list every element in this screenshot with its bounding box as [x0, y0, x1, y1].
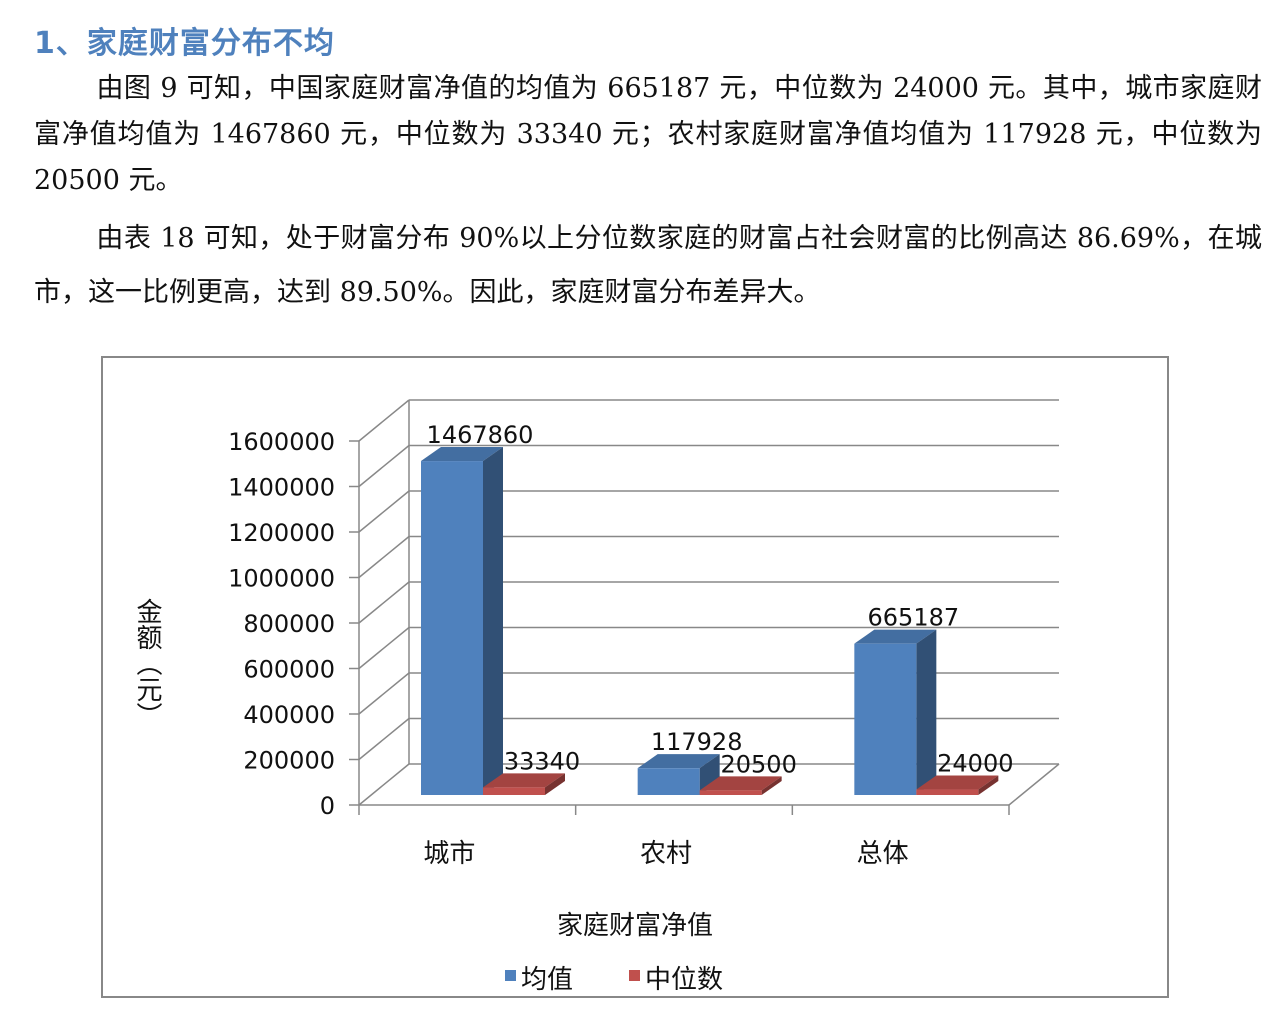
bar-top-face: [699, 776, 782, 791]
legend-label-mean: 均值: [521, 965, 573, 995]
y-tick-label: 1400000: [228, 474, 335, 502]
bar: [637, 754, 720, 795]
x-tick-label: 城市: [423, 839, 475, 869]
bar-top-face: [916, 775, 999, 790]
y-tick-label: 1200000: [228, 519, 335, 547]
bar-front-face: [483, 787, 545, 795]
bar: [483, 773, 565, 795]
bar-front-face: [854, 643, 917, 795]
data-label: 20500: [720, 750, 796, 778]
bar: [854, 629, 937, 795]
grid-side-line: [358, 626, 410, 670]
chart-grid: [358, 399, 1059, 806]
bar-front-face: [637, 768, 700, 795]
paragraph-1-text: 由图 9 可知，中国家庭财富净值的均值为 665187 元，中位数为 24000…: [34, 73, 1262, 196]
chart-bars: [421, 447, 999, 795]
bar-front-face: [916, 789, 979, 795]
y-tick-label: 200000: [243, 747, 335, 775]
bar-top-face: [421, 447, 503, 462]
paragraph-2: 由表 18 可知，处于财富分布 90%以上分位数家庭的财富占社会财富的比例高达 …: [34, 212, 1262, 320]
bar-side-face: [545, 773, 565, 795]
y-tick-label: 600000: [243, 656, 335, 684]
bar: [699, 776, 782, 795]
legend: 均值 中位数: [505, 965, 723, 995]
data-label: 665187: [868, 604, 960, 632]
grid-side-line: [358, 444, 410, 488]
grid-side-line: [358, 581, 410, 624]
grid-side-line: [358, 399, 410, 442]
data-label: 1467860: [427, 421, 534, 449]
legend-label-median: 中位数: [645, 965, 723, 995]
floor-right-edge: [1008, 763, 1060, 806]
y-tick-label: 1600000: [228, 428, 335, 456]
bar-top-face: [854, 629, 937, 644]
x-axis-title: 家庭财富净值: [557, 911, 713, 941]
chart-frame: 0 200000 400000 600000 800000 1000000 1200000 1…: [101, 356, 1169, 998]
legend-swatch-median: [629, 970, 640, 981]
x-tick-label: 总体: [857, 839, 909, 869]
legend-swatch-mean: [505, 970, 516, 981]
section-heading: 1、家庭财富分布不均: [34, 26, 335, 61]
paragraph-2-text: 由表 18 可知，处于财富分布 90%以上分位数家庭的财富占社会财富的比例高达 …: [34, 223, 1262, 308]
bar-front-face: [421, 461, 483, 795]
data-label: 117928: [651, 728, 743, 756]
bar-side-face: [699, 754, 720, 795]
data-label: 24000: [937, 750, 1013, 778]
bar-side-face: [978, 775, 999, 795]
bar-front-face: [699, 790, 762, 795]
data-label: 33340: [504, 747, 580, 775]
bar-top-face: [483, 773, 565, 788]
grid-side-line: [358, 535, 410, 579]
y-tick-label: 400000: [243, 701, 335, 729]
y-tick-label: 0: [320, 792, 335, 820]
bar: [916, 775, 999, 795]
paragraph-1: 由图 9 可知，中国家庭财富净值的均值为 665187 元，中位数为 24000…: [34, 66, 1262, 204]
grid-side-line: [358, 672, 410, 715]
grid-side-line: [358, 717, 410, 761]
chart-axes: 0 200000 400000 600000 800000 1000000 1200000 1…: [228, 428, 1060, 869]
y-tick-label: 800000: [243, 610, 335, 638]
x-tick-label: 农村: [640, 839, 692, 869]
y-tick-label: 1000000: [228, 565, 335, 593]
bar-top-face: [637, 754, 720, 769]
grid-side-line: [358, 490, 410, 533]
bar-side-face: [916, 629, 937, 795]
bar-side-face: [483, 447, 503, 795]
bar: [421, 447, 503, 795]
bar-side-face: [761, 776, 782, 795]
grid-side-line: [358, 763, 410, 806]
bar-chart: 0 200000 400000 600000 800000 1000000 1200000 1…: [132, 399, 1060, 995]
y-axis-title: 金额（元）: [132, 598, 162, 728]
